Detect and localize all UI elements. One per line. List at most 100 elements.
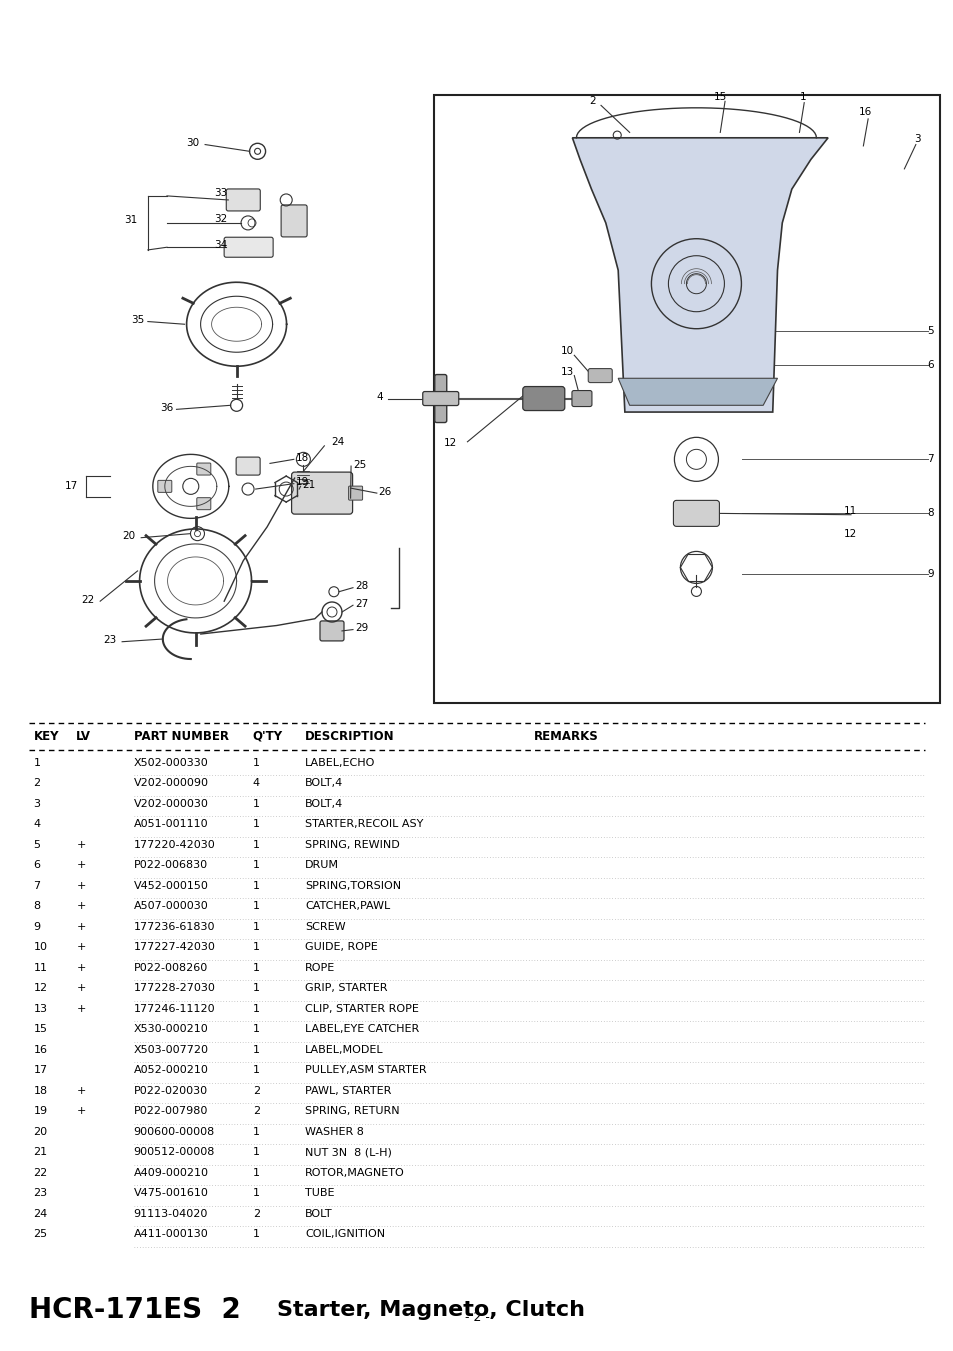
FancyBboxPatch shape (588, 369, 612, 382)
FancyBboxPatch shape (522, 386, 564, 411)
Text: 3: 3 (913, 134, 920, 145)
Text: 6: 6 (33, 861, 40, 870)
Text: 12: 12 (443, 438, 456, 449)
Text: NUT 3N  8 (L-H): NUT 3N 8 (L-H) (305, 1147, 392, 1158)
Text: 11: 11 (33, 963, 48, 973)
Text: 18: 18 (295, 453, 309, 463)
Text: 1: 1 (253, 921, 259, 932)
Text: ROPE: ROPE (305, 963, 335, 973)
Text: 21: 21 (302, 480, 315, 490)
Text: 21: 21 (33, 1147, 48, 1158)
Text: +: + (76, 942, 86, 952)
Text: LV: LV (76, 730, 91, 743)
Text: TUBE: TUBE (305, 1189, 335, 1198)
Text: 177236-61830: 177236-61830 (133, 921, 214, 932)
Text: 24: 24 (331, 436, 344, 447)
Text: 25: 25 (353, 459, 366, 470)
Text: HCR-171ES  2: HCR-171ES 2 (29, 1297, 240, 1324)
Text: 27: 27 (355, 598, 368, 609)
Text: 4: 4 (253, 778, 259, 788)
Text: 19: 19 (295, 477, 309, 488)
Text: A051-001110: A051-001110 (133, 819, 208, 830)
Text: 35: 35 (132, 315, 145, 326)
FancyBboxPatch shape (292, 471, 353, 515)
Text: 32: 32 (214, 213, 228, 224)
Text: 22: 22 (33, 1167, 48, 1178)
Text: 29: 29 (355, 623, 368, 634)
Text: SPRING,TORSION: SPRING,TORSION (305, 881, 401, 890)
Text: 177227-42030: 177227-42030 (133, 942, 215, 952)
Text: 5: 5 (33, 840, 40, 850)
FancyBboxPatch shape (572, 390, 591, 407)
Text: PAWL, STARTER: PAWL, STARTER (305, 1086, 392, 1096)
Text: REMARKS: REMARKS (534, 730, 598, 743)
Text: A507-000030: A507-000030 (133, 901, 208, 912)
Text: 17: 17 (33, 1066, 48, 1075)
FancyBboxPatch shape (224, 238, 273, 257)
Text: GUIDE, ROPE: GUIDE, ROPE (305, 942, 377, 952)
Text: 177228-27030: 177228-27030 (133, 984, 215, 993)
Text: 177220-42030: 177220-42030 (133, 840, 215, 850)
Text: 18: 18 (33, 1086, 48, 1096)
Text: 5: 5 (926, 326, 933, 336)
Text: +: + (76, 921, 86, 932)
Text: 23: 23 (33, 1189, 48, 1198)
Text: 7: 7 (33, 881, 40, 890)
Text: Starter, Magneto, Clutch: Starter, Magneto, Clutch (276, 1301, 584, 1320)
Text: 36: 36 (160, 403, 173, 413)
Polygon shape (572, 138, 827, 412)
Text: 1: 1 (253, 1004, 259, 1013)
Text: 177246-11120: 177246-11120 (133, 1004, 215, 1013)
Text: 900512-00008: 900512-00008 (133, 1147, 214, 1158)
Text: STARTER,RECOIL ASY: STARTER,RECOIL ASY (305, 819, 423, 830)
Text: 4: 4 (376, 392, 383, 403)
Text: +: + (76, 1086, 86, 1096)
FancyBboxPatch shape (422, 392, 458, 405)
Text: X503-007720: X503-007720 (133, 1044, 209, 1055)
Text: 1: 1 (799, 92, 805, 103)
Text: BOLT,4: BOLT,4 (305, 778, 343, 788)
Text: 1: 1 (253, 840, 259, 850)
Text: +: + (76, 840, 86, 850)
Text: 9: 9 (33, 921, 40, 932)
Text: +: + (76, 901, 86, 912)
Text: 1: 1 (253, 881, 259, 890)
FancyBboxPatch shape (157, 481, 172, 492)
Text: DESCRIPTION: DESCRIPTION (305, 730, 395, 743)
Text: ROTOR,MAGNETO: ROTOR,MAGNETO (305, 1167, 405, 1178)
Text: 9: 9 (926, 569, 933, 580)
Text: 900600-00008: 900600-00008 (133, 1127, 214, 1136)
Text: 16: 16 (33, 1044, 48, 1055)
Text: 1: 1 (253, 1147, 259, 1158)
Text: Q'TY: Q'TY (253, 730, 283, 743)
Text: SCREW: SCREW (305, 921, 346, 932)
Text: - 2 -: - 2 - (464, 1310, 489, 1324)
Text: X530-000210: X530-000210 (133, 1024, 208, 1035)
Text: +: + (76, 963, 86, 973)
Text: +: + (76, 1004, 86, 1013)
Text: A052-000210: A052-000210 (133, 1066, 208, 1075)
Text: 17: 17 (65, 481, 78, 492)
Text: PART NUMBER: PART NUMBER (133, 730, 229, 743)
Text: 25: 25 (33, 1229, 48, 1239)
Text: 20: 20 (33, 1127, 48, 1136)
Text: X502-000330: X502-000330 (133, 758, 208, 767)
Text: 1: 1 (253, 1044, 259, 1055)
Text: +: + (76, 861, 86, 870)
Text: 1: 1 (253, 963, 259, 973)
Text: 1: 1 (253, 861, 259, 870)
FancyBboxPatch shape (673, 500, 719, 527)
FancyBboxPatch shape (196, 463, 211, 476)
Text: 33: 33 (214, 188, 228, 199)
Text: 15: 15 (713, 92, 726, 103)
Text: V452-000150: V452-000150 (133, 881, 208, 890)
Text: LABEL,MODEL: LABEL,MODEL (305, 1044, 383, 1055)
Text: LABEL,EYE CATCHER: LABEL,EYE CATCHER (305, 1024, 419, 1035)
FancyBboxPatch shape (196, 497, 211, 509)
Text: +: + (76, 1106, 86, 1116)
Text: 1: 1 (253, 942, 259, 952)
Text: 31: 31 (124, 215, 137, 226)
Text: P022-006830: P022-006830 (133, 861, 208, 870)
Text: A409-000210: A409-000210 (133, 1167, 209, 1178)
Bar (434, 95, 939, 703)
